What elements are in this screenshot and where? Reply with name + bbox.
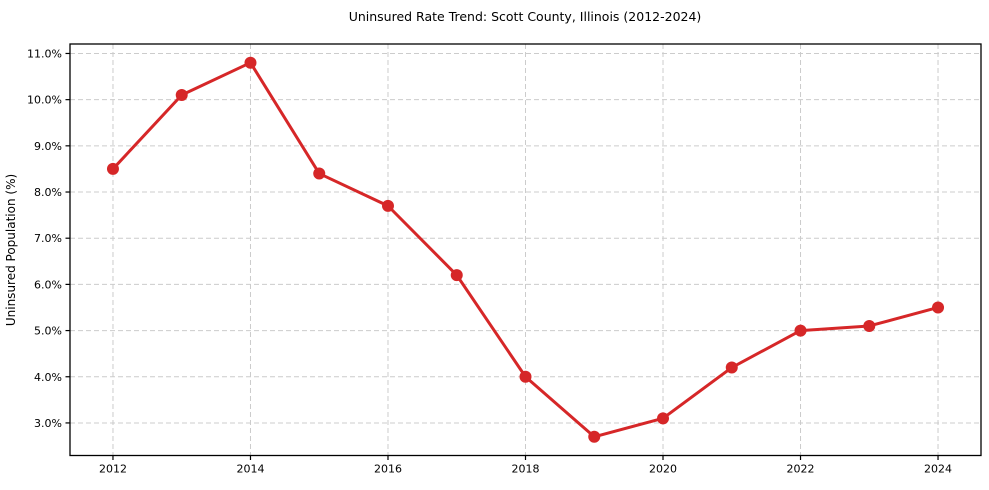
y-tick-label: 6.0% <box>34 278 62 291</box>
axes-layer: 3.0% 4.0% 5.0% 6.0% 7.0% 8.0% 9.0% 10.0% 11.0% 20… <box>27 43 982 476</box>
data-point-2013 <box>175 89 188 102</box>
y-tick-label: 5.0% <box>34 325 62 338</box>
y-tick-label: 4.0% <box>34 371 62 384</box>
x-tick-label: 2014 <box>236 463 264 476</box>
data-point-2021 <box>725 361 738 374</box>
data-point-2023 <box>863 319 876 332</box>
data-point-2015 <box>313 167 326 180</box>
y-tick-label: 10.0% <box>27 94 62 107</box>
data-point-2024 <box>932 301 945 314</box>
data-point-2017 <box>450 269 463 282</box>
x-tick-label: 2022 <box>787 463 815 476</box>
data-point-2022 <box>794 324 807 337</box>
grid-layer <box>70 44 981 456</box>
x-tick-label: 2018 <box>512 463 540 476</box>
data-point-2019 <box>588 430 601 443</box>
x-tick-label: 2020 <box>649 463 677 476</box>
y-tick-label: 7.0% <box>34 232 62 245</box>
data-point-2016 <box>381 199 394 212</box>
data-point-2020 <box>657 412 670 425</box>
data-point-2012 <box>106 162 119 175</box>
chart-title: Uninsured Rate Trend: Scott County, Illi… <box>349 9 702 24</box>
y-axis-label: Uninsured Population (%) <box>4 174 18 326</box>
x-tick-label: 2016 <box>374 463 402 476</box>
x-tick-label: 2012 <box>99 463 127 476</box>
y-tick-label: 3.0% <box>34 417 62 430</box>
y-tick-label: 9.0% <box>34 140 62 153</box>
series-layer <box>106 56 945 443</box>
y-tick-label: 8.0% <box>34 186 62 199</box>
data-point-2014 <box>244 56 257 69</box>
x-tick-label: 2024 <box>924 463 952 476</box>
plot-border <box>69 43 982 457</box>
y-tick-label: 11.0% <box>27 47 62 60</box>
data-point-2018 <box>519 370 532 383</box>
